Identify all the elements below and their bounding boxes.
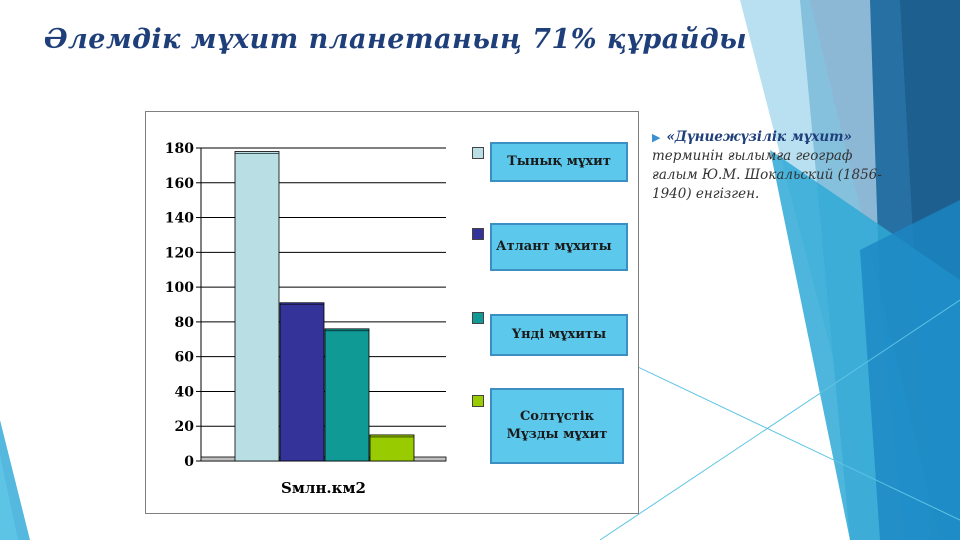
legend-item-arctic: Солтүстік Мұзды мұхит (490, 388, 624, 464)
y-tick-label: 140 (165, 211, 194, 227)
page-title: Әлемдік мұхит планетаның 71% құрайды (44, 24, 748, 55)
legend-swatch-arctic (472, 395, 484, 407)
y-tick-label: 20 (175, 419, 195, 435)
bar-atlantic (279, 302, 325, 462)
chart-frame: 0 20 40 60 80 100 120 140 160 180 Sмлн.км2 Тынық м… (145, 111, 639, 514)
legend-swatch-atlantic (472, 228, 484, 240)
x-category-label: Sмлн.км2 (281, 479, 366, 497)
info-note: ▶ «Дүниежүзілік мұхит» терминін ғылымға г… (652, 128, 902, 204)
note-term: «Дүниежүзілік мұхит» (666, 129, 852, 145)
triangle-bullet-icon: ▶ (652, 131, 661, 144)
legend-item-pacific: Тынық мұхит (490, 142, 628, 182)
bar-arctic (369, 434, 415, 462)
y-tick-label: 60 (175, 350, 195, 366)
legend-swatch-indian (472, 312, 484, 324)
bar-chart: 0 20 40 60 80 100 120 140 160 180 Sмлн.км2 (165, 141, 447, 497)
legend-item-indian: Үнді мұхиты (490, 314, 628, 356)
bar-pacific (234, 151, 280, 462)
y-tick-label: 100 (165, 280, 194, 296)
y-tick-label: 40 (175, 384, 195, 400)
y-tick-label: 80 (175, 315, 195, 331)
y-tick-label: 0 (184, 454, 194, 470)
legend-swatch-pacific (472, 147, 484, 159)
y-tick-label: 120 (165, 245, 194, 261)
legend-item-atlantic: Атлант мұхиты (490, 223, 628, 271)
y-tick-label: 160 (165, 176, 194, 192)
y-tick-label: 180 (165, 141, 194, 157)
bar-indian (324, 328, 370, 462)
note-text: терминін ғылымға географ ғалым Ю.М. Шока… (652, 148, 882, 202)
